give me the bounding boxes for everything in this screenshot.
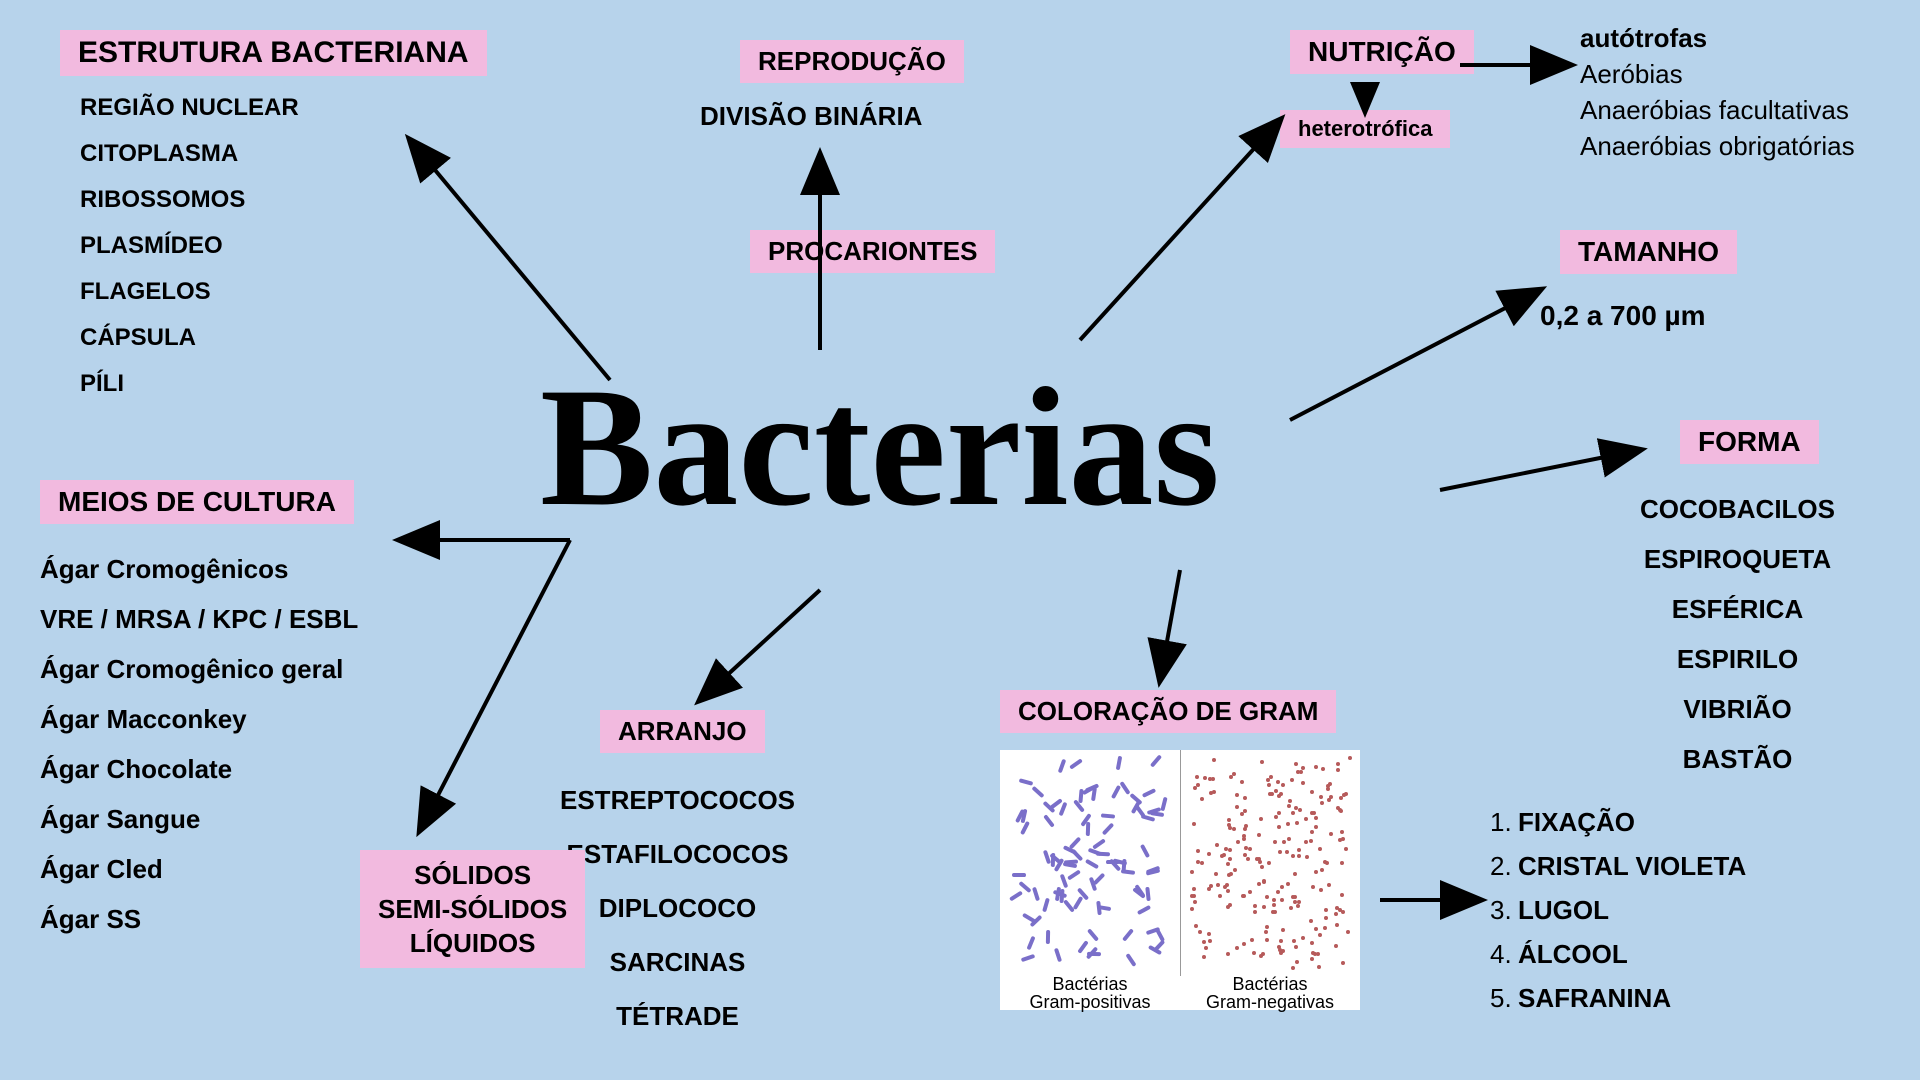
meios-item: Ágar Cled [40,850,358,888]
estrutura-item: CÁPSULA [80,320,299,355]
center-title: Bacterias [540,350,1220,545]
meios-item: VRE / MRSA / KPC / ESBL [40,600,358,638]
meios-item: Ágar Cromogênicos [40,550,358,588]
estrutura-item: RIBOSSOMOS [80,182,299,217]
arranjo-list: ESTREPTOCOCOS ESTAFILOCOCOS DIPLOCOCO SARCI… [560,780,795,1050]
forma-list: COCOBACILOS ESPIROQUETA ESFÉRICA ESPIRILO VI… [1640,490,1835,790]
reproducao-item: DIVISÃO BINÁRIA [700,100,922,132]
nutricao-side-item: Anaeróbias facultativas [1580,92,1855,128]
forma-item: VIBRIÃO [1640,690,1835,728]
arranjo-item: SARCINAS [560,942,795,982]
estrutura-list: REGIÃO NUCLEAR CITOPLASMA RIBOSSOMOS PLASMÍ… [80,90,299,412]
procariontes-label: PROCARIONTES [750,230,995,273]
gram-step-num: 1. [1490,800,1518,844]
estrutura-item: REGIÃO NUCLEAR [80,90,299,125]
forma-item: ESFÉRICA [1640,590,1835,628]
gram-step-label: ÁLCOOL [1518,939,1628,969]
reproducao-header: REPRODUÇÃO [740,40,964,83]
forma-item: COCOBACILOS [1640,490,1835,528]
reproducao-list: DIVISÃO BINÁRIA [700,100,922,138]
estrutura-item: CITOPLASMA [80,136,299,171]
arrow [1440,450,1640,490]
gram-step-num: 4. [1490,932,1518,976]
gram-step-num: 2. [1490,844,1518,888]
gram-step-num: 3. [1490,888,1518,932]
meios-item: Ágar Sangue [40,800,358,838]
gram-pos-half [1000,750,1181,976]
gram-step-label: CRISTAL VIOLETA [1518,851,1746,881]
forma-item: ESPIROQUETA [1640,540,1835,578]
arranjo-item: DIPLOCOCO [560,888,795,928]
arranjo-item: TÉTRADE [560,996,795,1036]
tamanho-header: TAMANHO [1560,230,1737,274]
meios-item: Ágar Chocolate [40,750,358,788]
nutricao-side-item: Anaeróbias obrigatórias [1580,128,1855,164]
meios-sub-item: SEMI-SÓLIDOS [378,892,567,926]
nutricao-sub: heterotrófica [1280,110,1450,148]
arrow [420,540,570,830]
arrow [1160,570,1180,680]
arrow [410,140,610,380]
meios-item: Ágar SS [40,900,358,938]
meios-sub-item: LÍQUIDOS [378,926,567,960]
forma-header: FORMA [1680,420,1819,464]
gram-step-label: LUGOL [1518,895,1609,925]
estrutura-item: PLASMÍDEO [80,228,299,263]
arranjo-header: ARRANJO [600,710,765,753]
forma-item: ESPIRILO [1640,640,1835,678]
arrow [1080,120,1280,340]
gram-step: 5.SAFRANINA [1490,976,1746,1020]
gram-neg-cap: BactériasGram-negativas [1180,976,1360,1010]
estrutura-header: ESTRUTURA BACTERIANA [60,30,487,76]
gram-step: 1.FIXAÇÃO [1490,800,1746,844]
arranjo-item: ESTAFILOCOCOS [560,834,795,874]
meios-list: Ágar Cromogênicos VRE / MRSA / KPC / ESBL… [40,550,358,950]
estrutura-item: PÍLI [80,366,299,401]
gram-step-num: 5. [1490,976,1518,1020]
gram-step-label: SAFRANINA [1518,983,1671,1013]
arrow [1290,290,1540,420]
meios-item: Ágar Cromogênico geral [40,650,358,688]
estrutura-item: FLAGELOS [80,274,299,309]
nutricao-header: NUTRIÇÃO [1290,30,1474,74]
nutricao-side-item: Aeróbias [1580,56,1855,92]
meios-item: Ágar Macconkey [40,700,358,738]
meios-header: MEIOS DE CULTURA [40,480,354,524]
meios-sub: SÓLIDOSSEMI-SÓLIDOSLÍQUIDOS [360,850,585,968]
mindmap-canvas: Bacterias PROCARIONTES ESTRUTURA BACTERIAN… [0,0,1920,1080]
gram-step: 2.CRISTAL VIOLETA [1490,844,1746,888]
gram-header: COLORAÇÃO DE GRAM [1000,690,1336,733]
gram-step: 3.LUGOL [1490,888,1746,932]
gram-image: BactériasGram-positivasBactériasGram-neg… [1000,750,1360,1010]
arranjo-item: ESTREPTOCOCOS [560,780,795,820]
gram-pos-cap: BactériasGram-positivas [1000,976,1180,1010]
tamanho-list: 0,2 a 700 µm [1540,300,1706,336]
arrow [700,590,820,700]
gram-neg-half [1180,750,1360,976]
forma-item: BASTÃO [1640,740,1835,778]
nutricao-side-item: autótrofas [1580,20,1855,56]
meios-sub-item: SÓLIDOS [378,858,567,892]
gram-steps: 1.FIXAÇÃO2.CRISTAL VIOLETA3.LUGOL4.ÁLCOO… [1490,800,1746,1020]
tamanho-item: 0,2 a 700 µm [1540,300,1706,332]
gram-step-label: FIXAÇÃO [1518,807,1635,837]
gram-step: 4.ÁLCOOL [1490,932,1746,976]
nutricao-side: autótrofasAeróbiasAnaeróbias facultativa… [1580,20,1855,164]
